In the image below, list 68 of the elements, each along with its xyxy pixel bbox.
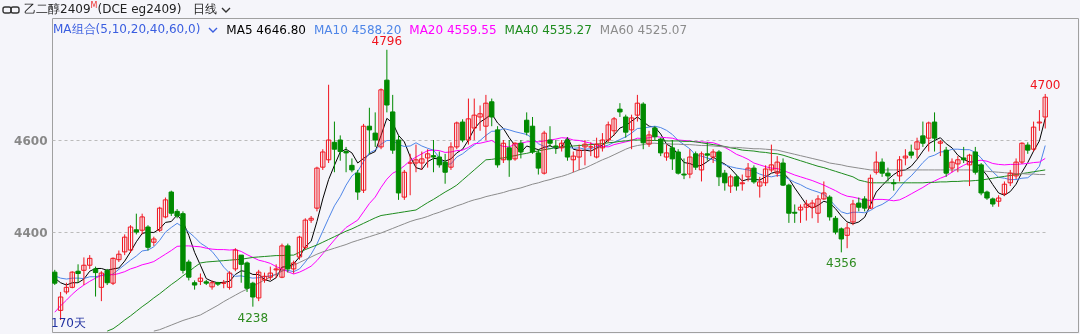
text: MA5 4646.80 (226, 22, 306, 37)
candlestick (704, 141, 710, 162)
chart-subtitle: 日线 (193, 1, 218, 18)
candlestick (401, 169, 408, 201)
candlestick (745, 162, 751, 182)
candlestick (145, 224, 151, 252)
candlestick (512, 141, 518, 162)
y-tick-label: 4600 (14, 133, 48, 148)
candlestick (366, 107, 373, 155)
candlestick (966, 153, 973, 187)
chart-title: 乙二醇2409$^{M}$(DCE eg2409) (24, 1, 182, 18)
candlestick (698, 151, 705, 182)
candlestick (541, 130, 547, 176)
candlestick (623, 114, 629, 139)
candlestick (92, 266, 99, 298)
candlestick (751, 164, 757, 185)
candlestick (896, 155, 903, 182)
candlestick (850, 199, 856, 226)
line-series (54, 135, 1046, 313)
candlestick (139, 213, 145, 235)
annotation: 4356 (826, 256, 857, 271)
candlestick (378, 87, 384, 150)
candlestick (489, 98, 495, 127)
candlestick (943, 146, 949, 178)
candlestick (98, 270, 105, 302)
candlestick (133, 213, 140, 235)
candlestick (355, 169, 361, 201)
candlestick (547, 125, 553, 148)
y-tick-label: 4400 (14, 225, 48, 240)
candlestick (692, 151, 699, 171)
candlestick (646, 130, 652, 148)
candlestick (1042, 93, 1048, 129)
candlestick (873, 151, 879, 176)
candlestick (926, 121, 932, 153)
candlestick (628, 114, 635, 150)
text: MA60 4525.07 (599, 22, 688, 37)
candlestick (506, 139, 512, 178)
candlestick (232, 247, 239, 272)
candlestick (710, 148, 716, 164)
candlestick (459, 118, 466, 143)
candlestick (209, 279, 215, 291)
candlestick (920, 121, 926, 148)
candlestick (826, 194, 833, 222)
candlestick (372, 111, 378, 148)
candlestick (518, 139, 524, 159)
text: MA20 4559.55 (409, 22, 497, 37)
candlestick (914, 137, 920, 159)
candlestick (500, 139, 507, 164)
candlestick (634, 94, 641, 123)
text: MA40 4535.27 (504, 22, 592, 37)
candlestick (867, 174, 874, 210)
candlestick (360, 123, 367, 194)
candlestick (687, 148, 693, 179)
candlestick (1036, 109, 1043, 132)
candlestick (844, 222, 850, 249)
candlestick (1030, 121, 1037, 153)
annotation: 170天 (51, 315, 86, 332)
candlestick (349, 157, 355, 173)
annotation: 4700 (1029, 77, 1061, 92)
annotation: MA组合(5,10,20,40,60,0) (53, 21, 201, 38)
candlestick (931, 111, 938, 153)
candlestick (226, 270, 233, 291)
candlestick (727, 174, 734, 194)
annotation: 4238 (237, 310, 269, 325)
candlestick (285, 243, 291, 274)
candlestick (75, 263, 81, 284)
candlestick (617, 102, 623, 118)
candlestick (564, 137, 571, 162)
